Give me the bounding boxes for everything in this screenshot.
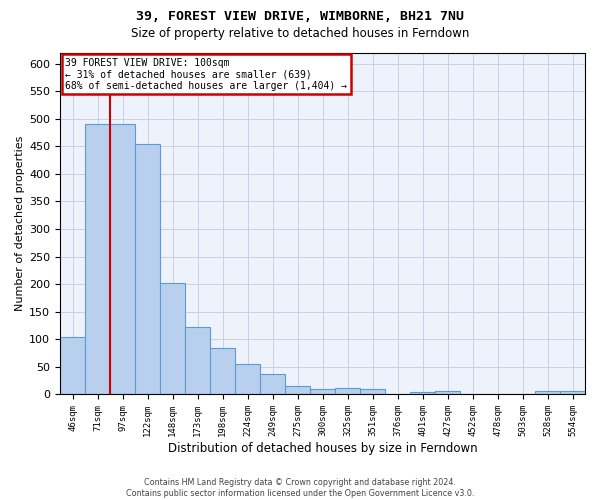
Bar [435, 391, 460, 394]
Bar [110, 124, 135, 394]
Bar [85, 124, 110, 394]
Bar [135, 144, 160, 394]
Text: Contains HM Land Registry data © Crown copyright and database right 2024.
Contai: Contains HM Land Registry data © Crown c… [126, 478, 474, 498]
Text: 39 FOREST VIEW DRIVE: 100sqm
← 31% of detached houses are smaller (639)
68% of s: 39 FOREST VIEW DRIVE: 100sqm ← 31% of de… [65, 58, 347, 91]
Bar [360, 389, 385, 394]
Text: Size of property relative to detached houses in Ferndown: Size of property relative to detached ho… [131, 28, 469, 40]
Bar [335, 388, 360, 394]
Bar [235, 364, 260, 394]
Bar [60, 336, 85, 394]
Bar [210, 348, 235, 395]
Bar [185, 327, 210, 394]
Y-axis label: Number of detached properties: Number of detached properties [15, 136, 25, 311]
Bar [285, 386, 310, 394]
Text: 39, FOREST VIEW DRIVE, WIMBORNE, BH21 7NU: 39, FOREST VIEW DRIVE, WIMBORNE, BH21 7N… [136, 10, 464, 23]
Bar [410, 392, 435, 394]
X-axis label: Distribution of detached houses by size in Ferndown: Distribution of detached houses by size … [167, 442, 478, 455]
Bar [310, 389, 335, 394]
Bar [560, 391, 585, 394]
Bar [260, 374, 285, 394]
Bar [160, 283, 185, 395]
Bar [535, 390, 560, 394]
